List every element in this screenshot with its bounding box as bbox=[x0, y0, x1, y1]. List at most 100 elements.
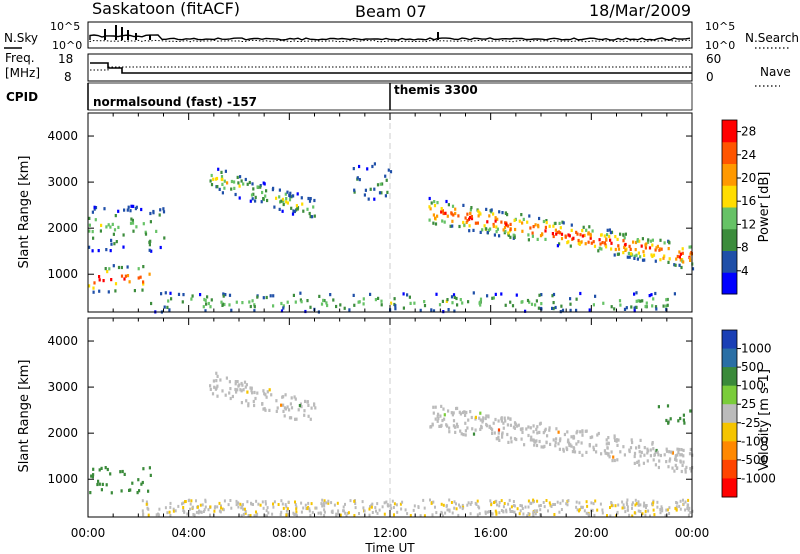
power-echo-cell bbox=[312, 205, 315, 209]
power-echo-cell bbox=[462, 203, 465, 207]
power-echo-cell bbox=[128, 280, 131, 284]
power-echo-cell bbox=[249, 199, 252, 203]
power-echo-cell bbox=[300, 300, 303, 304]
power-echo-cell bbox=[644, 243, 647, 247]
velocity-colorbar-blocks bbox=[722, 330, 737, 498]
velocity-echo-cell bbox=[245, 383, 248, 387]
frequency-panel: Freq. [MHz] 18 8 60 0 Nave bbox=[5, 51, 791, 87]
power-echo-cell bbox=[603, 241, 606, 245]
velocity-echo-cell bbox=[674, 463, 677, 467]
velocity-echo-cell bbox=[596, 433, 599, 437]
velocity-echo-cell bbox=[642, 504, 645, 508]
power-echo-cell bbox=[598, 238, 601, 242]
velocity-echo-cell bbox=[613, 436, 616, 440]
y-tick-label: 2000 bbox=[47, 426, 78, 440]
power-echo-cell bbox=[472, 228, 475, 232]
power-echo-cell bbox=[514, 227, 517, 232]
power-echo-cell bbox=[534, 303, 537, 307]
velocity-echo-cell bbox=[469, 502, 472, 506]
power-echo-cell bbox=[289, 191, 292, 195]
power-echo-cell bbox=[126, 208, 129, 212]
power-echo-cell bbox=[103, 207, 106, 211]
power-echo-cell bbox=[220, 170, 223, 174]
power-echo-cell bbox=[325, 301, 328, 305]
power-echo-cell bbox=[561, 220, 564, 224]
power-echo-cell bbox=[633, 256, 636, 260]
cpid-strip: CPID normalsound (fast) -157 themis 3300 bbox=[6, 82, 693, 111]
velocity-echo-cell bbox=[652, 508, 655, 512]
power-echo-cell bbox=[588, 308, 591, 312]
velocity-echo-cell bbox=[497, 419, 500, 423]
velocity-echo-cell bbox=[244, 510, 247, 513]
velocity-echo-cell bbox=[518, 512, 521, 516]
velocity-echo-cell bbox=[262, 389, 265, 393]
velocity-echo-cell bbox=[649, 454, 652, 458]
velocity-echo-cell bbox=[140, 482, 143, 486]
beam-title: Beam 07 bbox=[355, 2, 427, 21]
power-echo-cell bbox=[673, 292, 676, 296]
power-echo-cell bbox=[609, 238, 612, 242]
power-echo-cell bbox=[279, 200, 282, 204]
power-colorbar-tick-label: 20 bbox=[741, 171, 756, 185]
velocity-echo-cell bbox=[458, 410, 461, 414]
power-echo-cell bbox=[381, 182, 384, 186]
velocity-echo-cell bbox=[474, 428, 477, 432]
velocity-echo-cell bbox=[507, 416, 510, 420]
power-echo-cell bbox=[690, 245, 693, 249]
power-echo-cell bbox=[518, 219, 521, 223]
power-echo-cell bbox=[511, 304, 515, 308]
velocity-echo-cell bbox=[371, 511, 374, 514]
velocity-echo-cell bbox=[353, 499, 356, 503]
velocity-echo-cell bbox=[645, 504, 648, 507]
velocity-echo-cell bbox=[200, 510, 203, 514]
power-echo-cell bbox=[402, 292, 405, 296]
power-echo-cell bbox=[527, 233, 530, 237]
date-title: 18/Mar/2009 bbox=[589, 1, 691, 20]
power-echo-cell bbox=[545, 221, 548, 225]
power-echo-cell bbox=[500, 292, 503, 296]
power-echo-cell bbox=[126, 274, 130, 278]
power-echo-cell bbox=[246, 182, 249, 186]
power-echo-cell bbox=[569, 297, 572, 301]
power-echo-cell bbox=[645, 301, 648, 305]
velocity-echo-cell bbox=[287, 500, 290, 504]
power-echo-cell bbox=[681, 258, 684, 262]
velocity-echo-cell bbox=[451, 511, 454, 515]
power-echo-cell bbox=[352, 293, 355, 297]
power-echo-cell bbox=[217, 167, 220, 171]
power-echo-cell bbox=[538, 293, 541, 297]
power-echo-cell bbox=[667, 260, 670, 264]
velocity-echo-cell bbox=[465, 410, 468, 415]
power-echo-cell bbox=[377, 296, 380, 300]
velocity-echo-cell bbox=[202, 510, 205, 513]
power-echo-cell bbox=[221, 182, 224, 186]
velocity-echo-cell bbox=[391, 499, 394, 503]
power-echo-cell bbox=[253, 305, 256, 309]
power-echo-cell bbox=[640, 244, 643, 248]
velocity-echo-cell bbox=[503, 502, 506, 505]
power-echo-cell bbox=[220, 175, 224, 179]
power-echo-cell bbox=[432, 309, 436, 313]
power-echo-cell bbox=[635, 305, 638, 309]
velocity-echo-cell bbox=[619, 450, 622, 454]
velocity-echo-cell bbox=[682, 413, 685, 417]
power-echo-cell bbox=[352, 167, 355, 171]
power-echo-cell bbox=[651, 304, 654, 308]
velocity-echo-cell bbox=[656, 450, 659, 454]
power-echo-cell bbox=[376, 183, 380, 187]
velocity-echo-cell bbox=[647, 449, 650, 453]
velocity-echo-cell bbox=[637, 444, 641, 448]
velocity-echo-cell bbox=[613, 434, 616, 438]
power-echo-cell bbox=[608, 228, 611, 232]
velocity-echo-cell bbox=[436, 414, 439, 418]
power-echo-cell bbox=[207, 301, 210, 306]
velocity-echo-cell bbox=[164, 506, 167, 510]
velocity-echo-cell bbox=[472, 432, 476, 436]
power-echo-cell bbox=[520, 300, 523, 304]
power-echo-cell bbox=[436, 201, 439, 205]
power-echo-cell bbox=[288, 198, 292, 202]
power-echo-cell bbox=[380, 299, 383, 303]
velocity-echo-cell bbox=[288, 416, 292, 420]
velocity-echo-cell bbox=[323, 510, 326, 514]
power-echo-cell bbox=[120, 274, 124, 278]
